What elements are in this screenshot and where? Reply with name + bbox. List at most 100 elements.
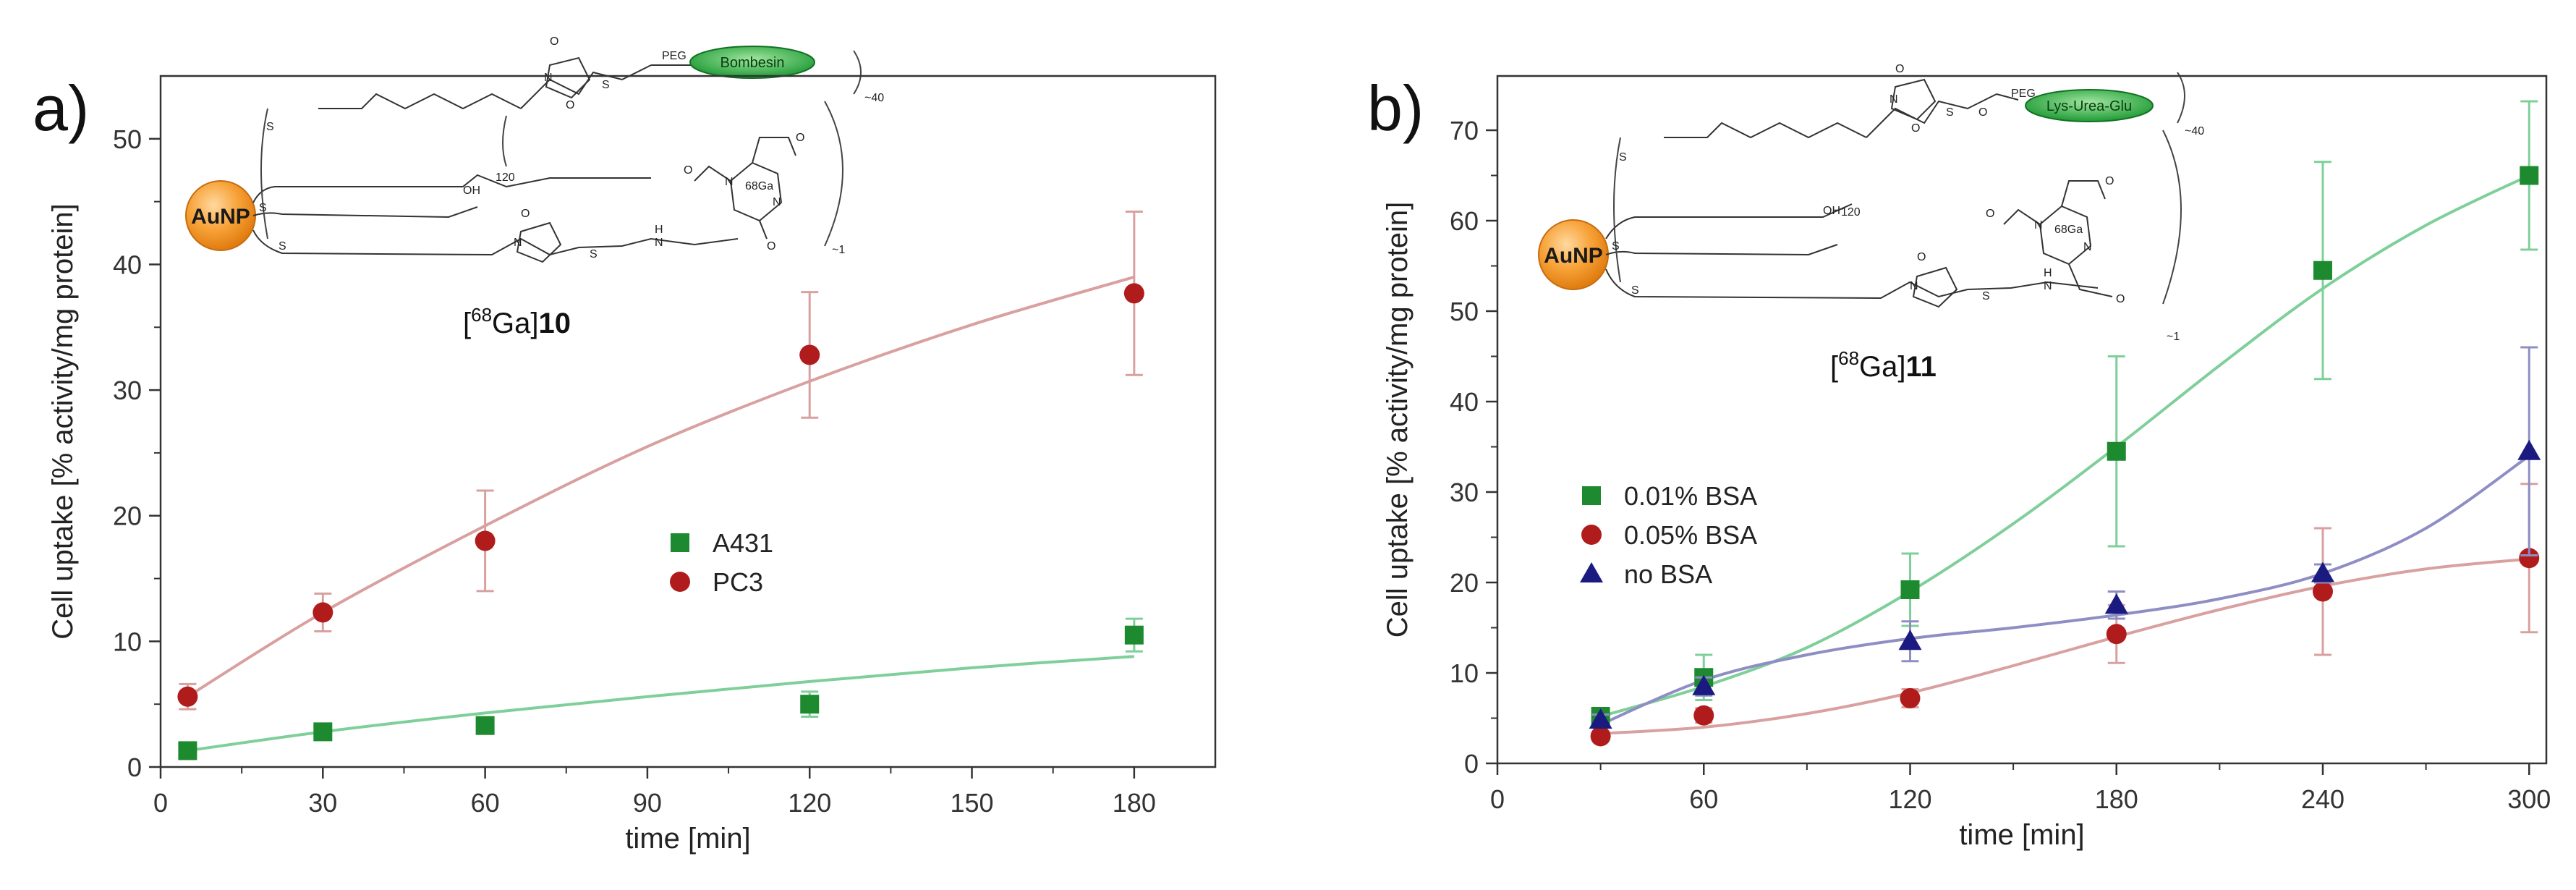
fits-a bbox=[187, 275, 1135, 753]
data-point-a-1 bbox=[475, 530, 496, 551]
y-axis-label-a: Cell uptake [% activity/mg protein] bbox=[47, 203, 79, 639]
data-point-b-0 bbox=[2107, 441, 2126, 461]
atom-n-a1: N bbox=[544, 72, 553, 84]
y-tick-label-a: 0 bbox=[127, 753, 142, 782]
panel-b: b) AuNP O N O S O S S S OH N O S bbox=[1367, 63, 2551, 851]
fit-line-b-1 bbox=[1600, 557, 2530, 735]
atom-n-b5: N bbox=[2083, 241, 2092, 253]
y-tick-label-a: 50 bbox=[113, 124, 142, 154]
data-point-b-1 bbox=[2312, 581, 2333, 602]
atom-s-a1: S bbox=[602, 79, 610, 91]
atom-n-a2: N bbox=[514, 237, 522, 249]
panel-a: a) AuNP O N O S S S S OH N O bbox=[33, 35, 1217, 855]
axes-a: 0 30 60 90 120 150 180 0 10 20 30 40 50 time [min] Cel… bbox=[47, 75, 1217, 855]
legend-b: 0.01% BSA 0.05% BSA no BSA bbox=[1580, 481, 1757, 589]
axes-b: 0 60 120 180 240 300 0 10 20 30 40 50 60 70 time [min]… bbox=[1382, 75, 2551, 851]
data-point-b-0 bbox=[1900, 580, 1920, 599]
y-tick-label-b: 30 bbox=[1450, 478, 1479, 507]
x-axis-label-b: time [min] bbox=[1959, 819, 2084, 851]
chelate-ga-b: 68Ga bbox=[2054, 224, 2083, 236]
atom-o-b5: O bbox=[2105, 175, 2114, 187]
compound-b-label: [68Ga]11 bbox=[1830, 347, 1937, 383]
atom-s-a3: S bbox=[259, 202, 267, 214]
atom-o-a2: O bbox=[566, 99, 574, 111]
plot-frame-a bbox=[159, 75, 1217, 768]
y-tick-label-b: 0 bbox=[1464, 749, 1479, 779]
atom-n-a3: N bbox=[655, 237, 663, 249]
atom-s-a4: S bbox=[279, 240, 286, 253]
x-tick-label-b: 120 bbox=[1888, 784, 1931, 814]
atom-o-a5: O bbox=[796, 132, 804, 144]
data-point-b-1 bbox=[1693, 705, 1714, 726]
atom-s-b4: S bbox=[1631, 284, 1639, 297]
legend-label-b-2: no BSA bbox=[1624, 559, 1712, 589]
data-point-b-2 bbox=[1589, 708, 1612, 729]
atom-n-a5: N bbox=[773, 196, 781, 208]
legend-label-a-1: PC3 bbox=[713, 567, 763, 597]
y-tick-label-b: 10 bbox=[1450, 658, 1479, 688]
data-point-a-1 bbox=[177, 686, 198, 707]
y-tick-label-b: 70 bbox=[1450, 116, 1479, 145]
compound-a-label: [68Ga]10 bbox=[463, 304, 571, 339]
data-point-b-2 bbox=[1898, 630, 1922, 650]
x-tick-label-b: 240 bbox=[2301, 784, 2345, 814]
x-tick-label-a: 120 bbox=[788, 788, 831, 818]
legend-marker-a-0 bbox=[671, 533, 689, 552]
fit-line-a-1 bbox=[187, 275, 1135, 698]
panel-b-label: b) bbox=[1367, 72, 1424, 144]
data-point-a-0 bbox=[178, 741, 197, 760]
data-point-a-0 bbox=[1124, 625, 1144, 645]
data-point-b-1 bbox=[2519, 548, 2540, 569]
data-point-a-0 bbox=[313, 722, 333, 742]
data-point-b-1 bbox=[1590, 726, 1611, 747]
atom-oh-b: OH bbox=[1823, 205, 1840, 217]
ligand-a-label: Bombesin bbox=[720, 55, 785, 71]
count-mid-a: 120 bbox=[496, 171, 515, 184]
fit-line-b-2 bbox=[1599, 454, 2530, 726]
atom-n-b2: N bbox=[1910, 280, 1918, 292]
atom-s-b5: S bbox=[1982, 290, 1990, 302]
structure-a: AuNP O N O S S S S OH N O S H N bbox=[185, 35, 884, 339]
peg-b: PEG bbox=[2011, 88, 2036, 100]
atom-o-a6: O bbox=[767, 240, 775, 253]
data-point-b-2 bbox=[2104, 593, 2128, 614]
y-tick-label-b: 40 bbox=[1450, 387, 1479, 417]
y-tick-label-a: 10 bbox=[113, 627, 142, 656]
y-axis-label-b: Cell uptake [% activity/mg protein] bbox=[1382, 202, 1414, 637]
ligand-b-pill bbox=[2025, 89, 2154, 122]
atom-o-b7: O bbox=[1978, 106, 1987, 119]
atom-n-a4: N bbox=[725, 176, 734, 188]
x-tick-label-b: 0 bbox=[1490, 784, 1505, 814]
y-tick-label-b: 60 bbox=[1450, 206, 1479, 236]
y-tick-label-b: 20 bbox=[1450, 568, 1479, 598]
marks-a bbox=[177, 211, 1144, 760]
data-point-b-0 bbox=[2313, 260, 2332, 280]
data-point-a-0 bbox=[800, 695, 820, 714]
data-point-a-1 bbox=[1123, 283, 1144, 304]
atom-o-b2: O bbox=[1911, 122, 1920, 135]
legend-label-b-1: 0.05% BSA bbox=[1624, 520, 1757, 550]
atom-o-b1: O bbox=[1895, 63, 1904, 75]
fits-b bbox=[1599, 174, 2530, 735]
x-tick-label-a: 60 bbox=[471, 788, 500, 818]
atom-s-a2: S bbox=[266, 121, 274, 133]
ligand-b-label: Lys-Urea-Glu bbox=[2046, 98, 2132, 114]
atom-s-b2: S bbox=[1619, 151, 1627, 164]
marks-b bbox=[1589, 100, 2541, 747]
atom-s-b3: S bbox=[1612, 240, 1620, 253]
data-point-b-1 bbox=[2106, 624, 2127, 645]
atom-o-b4: O bbox=[1986, 208, 1994, 220]
count-bottom-b: ~1 bbox=[2167, 331, 2180, 343]
fit-line-b-0 bbox=[1600, 174, 2530, 718]
ligand-a-pill bbox=[689, 46, 815, 79]
atom-o-a1: O bbox=[550, 35, 558, 48]
atom-s-b1: S bbox=[1946, 106, 1954, 119]
atom-n-b3: N bbox=[2044, 280, 2052, 292]
x-tick-label-a: 90 bbox=[633, 788, 662, 818]
y-tick-label-a: 20 bbox=[113, 501, 142, 531]
legend-label-b-0: 0.01% BSA bbox=[1624, 481, 1757, 511]
aunp-b-label: AuNP bbox=[1544, 244, 1603, 268]
legend-label-a-0: A431 bbox=[713, 528, 773, 558]
x-tick-label-b: 180 bbox=[2095, 784, 2138, 814]
x-tick-label-a: 30 bbox=[308, 788, 337, 818]
